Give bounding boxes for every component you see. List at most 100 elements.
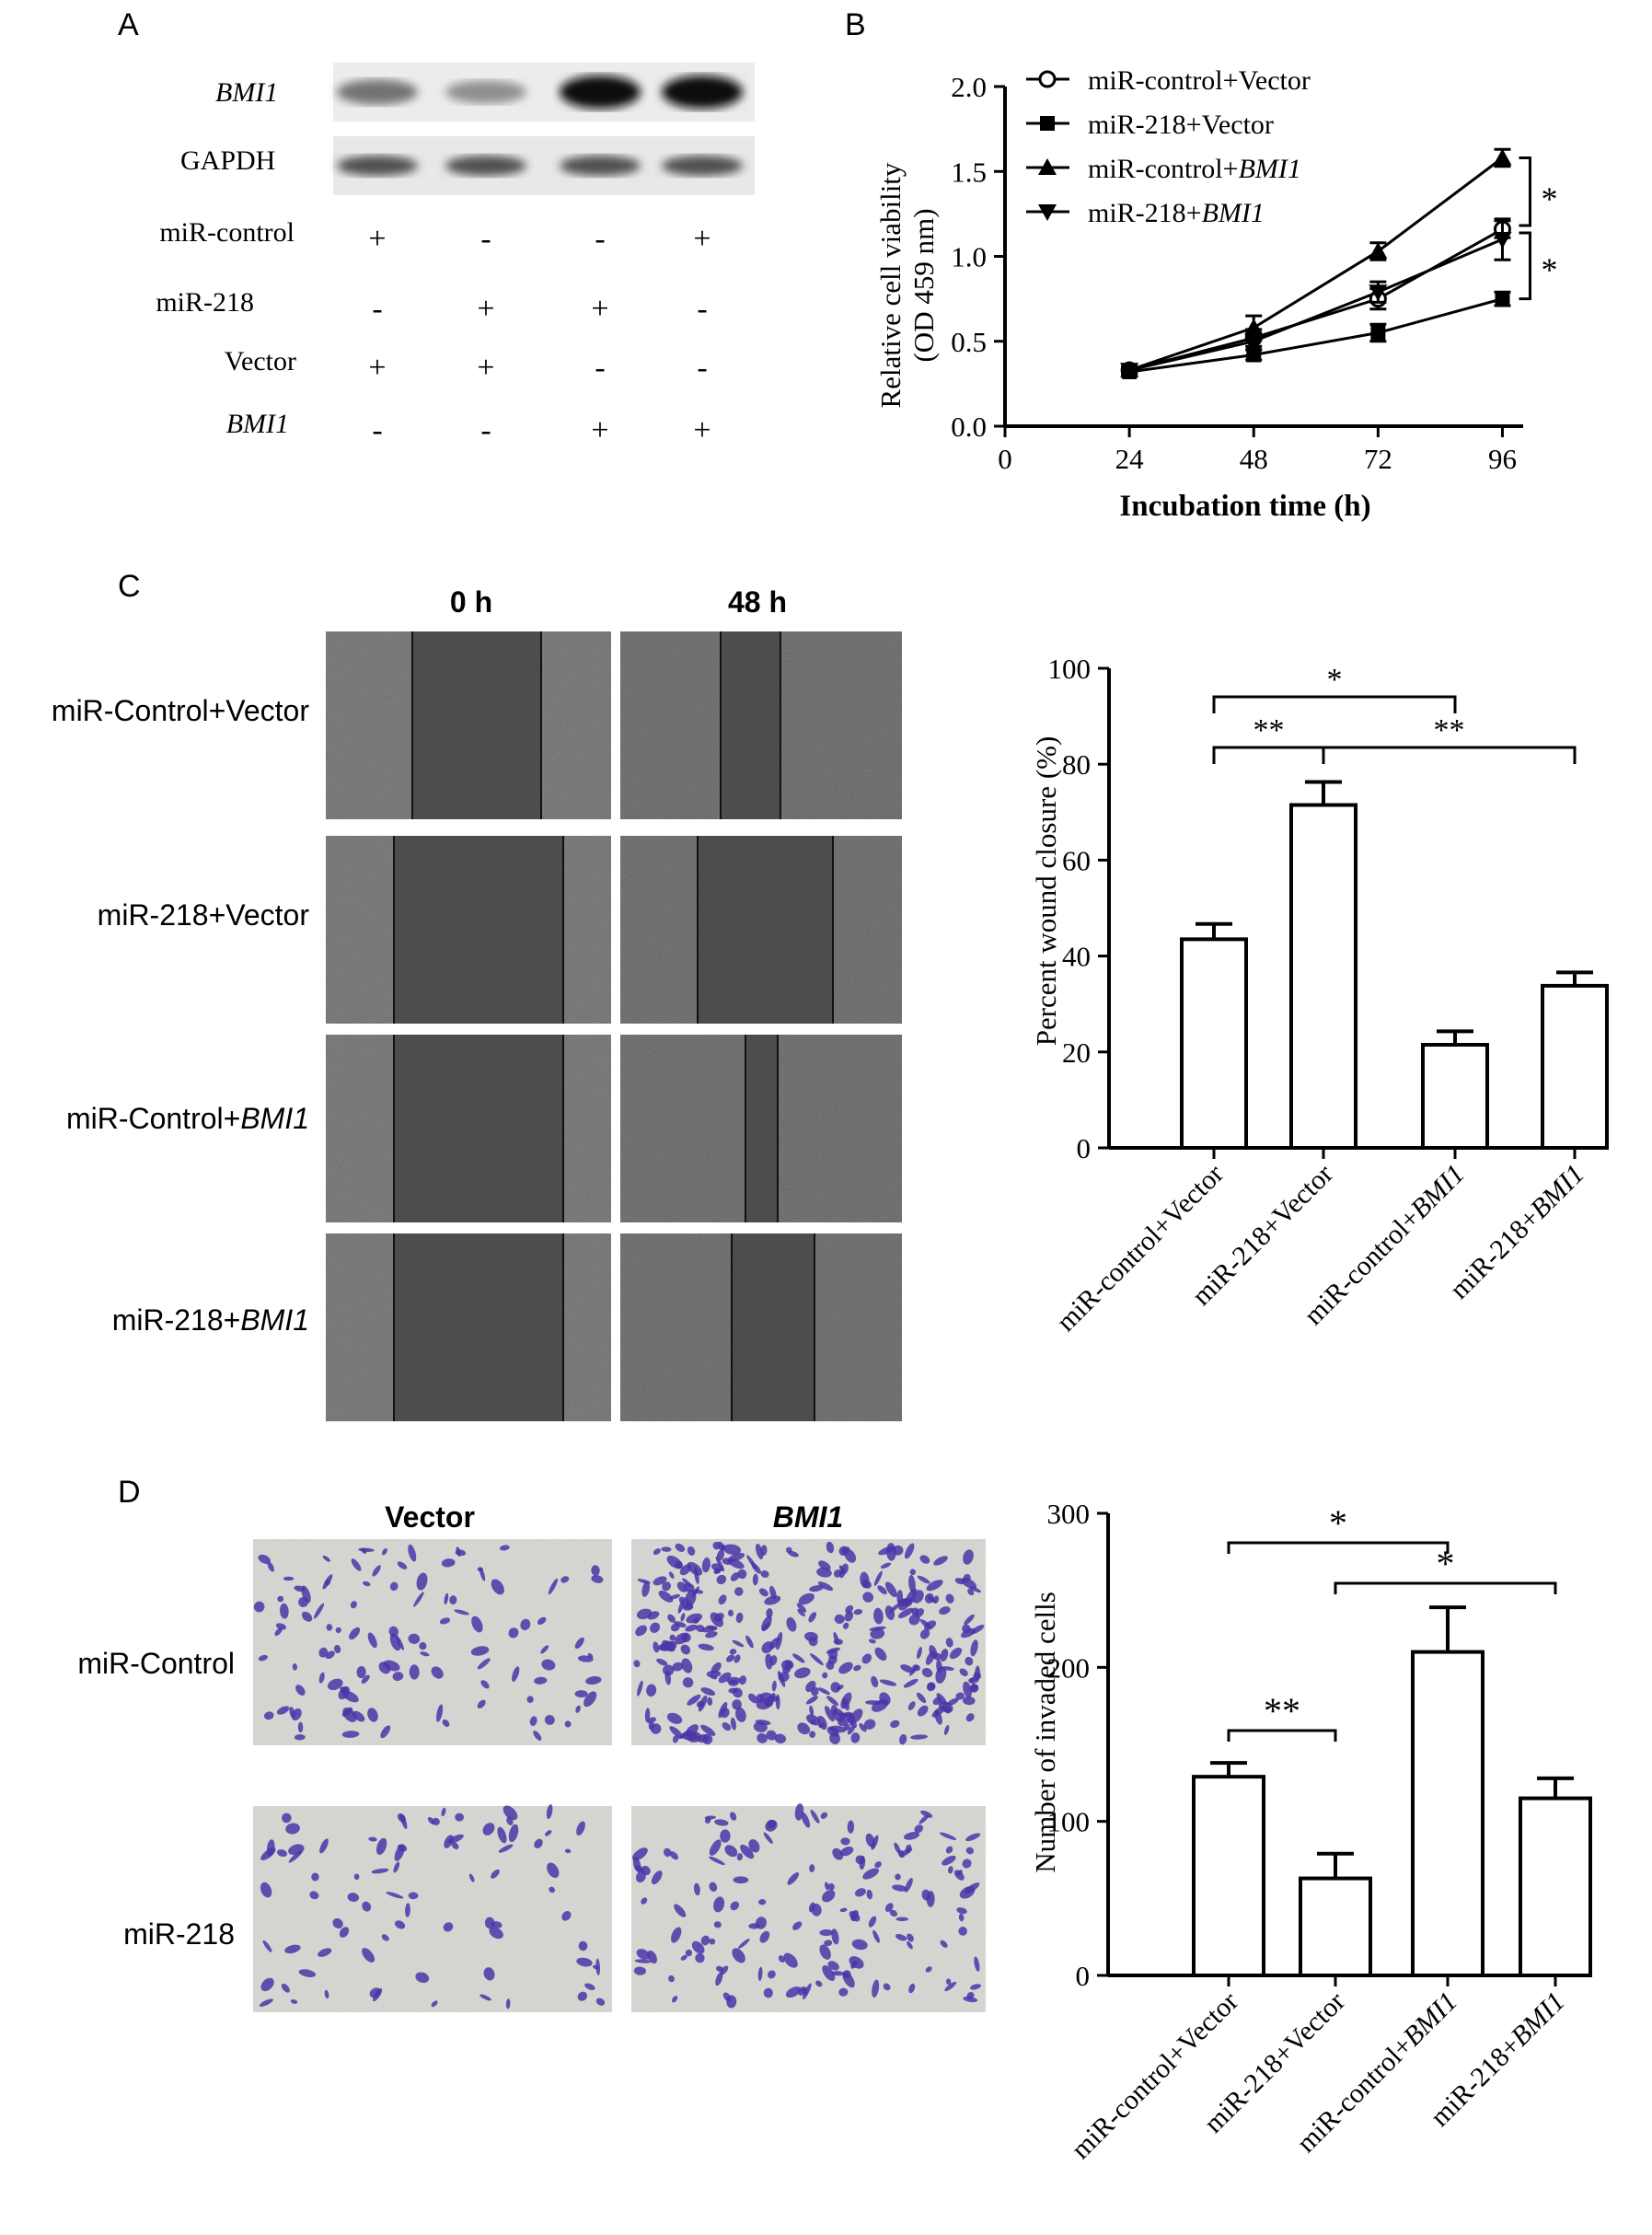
invaded-cell [872,1979,880,1998]
condition-mark: - [595,351,605,385]
invaded-cell [696,1700,705,1708]
triangle-up-marker [1038,158,1057,175]
invaded-cell [633,1966,646,1975]
invaded-cell [713,1921,722,1928]
invaded-cell [342,1708,357,1722]
sig-bracket [1212,746,1325,764]
invaded-cell [561,1910,572,1921]
invaded-cell [824,1882,829,1891]
condition-mark: - [595,222,605,256]
invaded-cell [892,1884,907,1892]
invaded-cell [705,1631,718,1639]
invaded-cell [700,1935,710,1946]
invaded-cell [861,1580,872,1589]
invaded-cell [650,1622,661,1633]
invaded-cell [842,1697,850,1711]
invaded-cell [853,1664,861,1672]
invaded-cell [730,1901,740,1911]
invaded-cell [636,1949,651,1960]
invaded-cell [653,1576,667,1586]
invaded-cell [442,1719,450,1727]
invaded-cell [677,1599,685,1614]
invaded-cell [636,1608,653,1620]
y-tick-label: 0 [1077,1132,1092,1164]
invaded-cell [826,1696,839,1707]
invaded-cell [970,1639,978,1657]
wound-gap [732,1233,814,1421]
invaded-cell [338,1685,350,1700]
invaded-cell [720,1708,730,1719]
western-blot-panel: BMI1 GAPDH miR-control + - - + miR-218 - + + - Vec… [156,63,755,447]
invaded-cell [682,1677,694,1688]
invaded-cell [943,1725,950,1735]
sig-bracket [1322,746,1577,764]
invaded-cell [672,1662,684,1672]
invaded-cell [512,1666,520,1682]
invaded-cell [393,1861,400,1873]
invaded-cell [295,1685,306,1696]
invaded-cell [874,1861,882,1869]
invaded-cell [965,1847,974,1855]
wound-gap [394,1233,563,1421]
invaded-cell [351,1558,362,1571]
invaded-cell [468,1873,475,1882]
invaded-cell [675,1543,686,1553]
col-label-bmi1: BMI1 [773,1500,843,1534]
invaded-cell [842,1971,855,1988]
invaded-cell [664,1640,676,1652]
invaded-cell [737,1569,747,1580]
invaded-cell [681,1658,693,1673]
invaded-cell [367,1632,377,1649]
invaded-cell [669,1851,679,1860]
invaded-cell [576,1821,585,1836]
invaded-cell [877,1585,887,1595]
invaded-cell [415,1972,430,1984]
invaded-cell [668,1571,675,1579]
invaded-cell [408,1544,417,1562]
invaded-cell [669,1593,681,1600]
invaded-cell [745,1635,754,1649]
invaded-cell [591,1575,604,1583]
invaded-cell [815,1980,823,1987]
invaded-cell [906,1588,918,1603]
invaded-cell [681,1731,699,1741]
legend-label: miR-control+Vector [1088,65,1311,96]
invaded-cell [637,1680,643,1697]
invaded-cell [843,1723,850,1731]
invaded-cell [965,1713,975,1722]
y-tick-label: 80 [1062,748,1091,781]
invaded-cell [958,1913,965,1922]
invaded-cell [729,1649,737,1655]
invaded-cell [734,1587,744,1596]
invaded-cell [318,1672,325,1684]
invaded-cell [730,1572,740,1581]
invaded-cell [973,1672,982,1680]
invaded-cell [919,1628,930,1639]
invaded-cell [281,1983,290,1993]
square-marker [1246,347,1262,363]
invaded-cell [431,1666,444,1679]
wound-row-label: miR-Control+BMI1 [66,1102,309,1135]
invaded-cell [925,1966,932,1973]
invaded-cell [884,1903,894,1912]
invaded-cell [759,1930,770,1943]
invaded-cell [431,2000,438,2008]
invaded-cell [844,1611,854,1622]
invaded-cell [709,1856,725,1866]
invaded-cell [847,1820,855,1834]
invaded-cell [786,1616,797,1632]
invaded-cell [838,1987,849,1997]
invaded-cell [840,1847,854,1857]
invaded-cell [787,1872,800,1885]
invaded-cell [362,1948,375,1963]
invaded-cell [819,1944,831,1960]
invaded-cell [722,1722,732,1731]
invaded-cell [441,1807,446,1817]
invaded-cell [748,1839,760,1853]
invaded-cell [276,1848,288,1858]
invaded-cell [942,1666,954,1671]
sig-star: * [1437,1543,1455,1584]
invaded-cell [945,1978,952,1986]
invaded-cell [564,1720,572,1728]
invaded-cell [311,1872,319,1882]
